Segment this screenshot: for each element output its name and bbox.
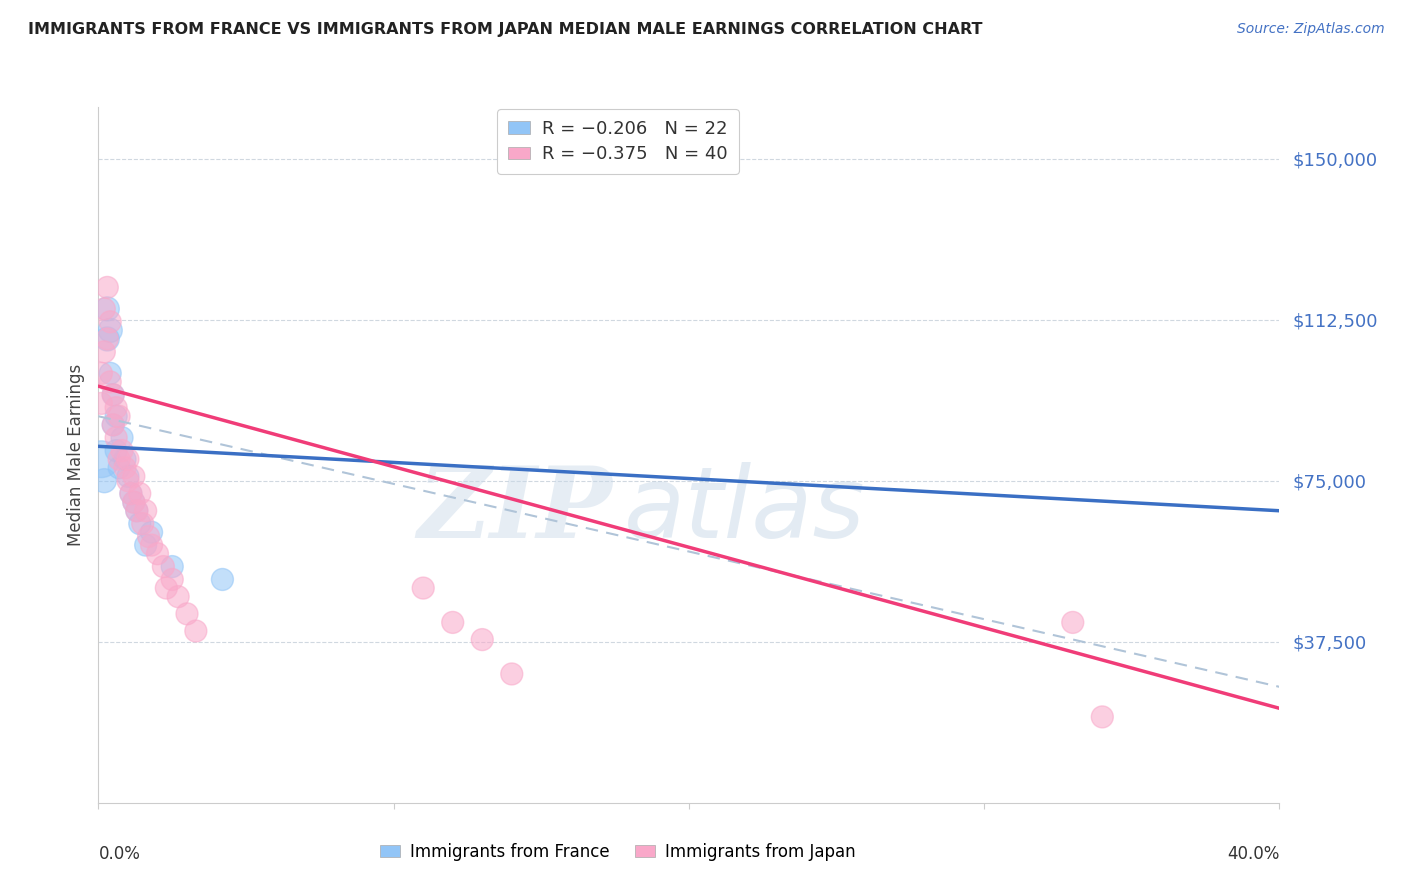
Point (146, 547, 169, 561)
Point (96, 280, 118, 294)
Point (441, 615, 464, 630)
Point (122, 495, 145, 509)
Point (105, 401, 128, 415)
Point (105, 409, 128, 424)
Point (141, 538, 163, 552)
Point (103, 388, 125, 402)
Point (1091, 710, 1114, 724)
Point (162, 559, 183, 574)
Point (122, 469, 145, 483)
Text: Source: ZipAtlas.com: Source: ZipAtlas.com (1237, 22, 1385, 37)
Point (128, 516, 150, 531)
Text: ZIP: ZIP (418, 462, 612, 558)
Point (96, 332, 118, 346)
Point (105, 443, 128, 458)
Point (117, 452, 139, 467)
Point (176, 607, 198, 621)
Point (93, 301, 115, 316)
Point (184, 624, 207, 638)
Point (98, 367, 121, 381)
Legend: Immigrants from France, Immigrants from Japan: Immigrants from France, Immigrants from … (374, 836, 862, 868)
Point (162, 573, 183, 587)
Point (108, 409, 131, 424)
Point (105, 431, 128, 445)
Point (141, 525, 163, 540)
Point (96, 301, 118, 316)
Point (117, 474, 139, 488)
Point (152, 559, 174, 574)
Point (103, 388, 125, 402)
Point (128, 486, 150, 500)
Text: IMMIGRANTS FROM FRANCE VS IMMIGRANTS FROM JAPAN MEDIAN MALE EARNINGS CORRELATION: IMMIGRANTS FROM FRANCE VS IMMIGRANTS FRO… (28, 22, 983, 37)
Point (98, 323, 121, 337)
Point (103, 417, 125, 432)
Point (98, 375, 121, 389)
Point (135, 504, 157, 518)
Point (501, 667, 523, 681)
Y-axis label: Median Male Earnings: Median Male Earnings (66, 364, 84, 546)
Point (98, 315, 121, 329)
Text: 0.0%: 0.0% (98, 845, 141, 863)
Point (90, 367, 112, 381)
Point (132, 516, 155, 531)
Point (471, 632, 494, 647)
Point (114, 452, 136, 467)
Point (117, 469, 139, 483)
Point (111, 443, 134, 458)
Point (125, 504, 148, 518)
Point (120, 486, 142, 500)
Point (155, 581, 177, 595)
Point (114, 460, 136, 475)
Text: atlas: atlas (624, 462, 866, 559)
Point (122, 495, 145, 509)
Point (108, 460, 131, 475)
Point (1062, 615, 1084, 630)
Point (211, 573, 233, 587)
Point (135, 538, 157, 552)
Point (108, 452, 131, 467)
Point (125, 504, 148, 518)
Point (111, 431, 134, 445)
Point (138, 529, 160, 543)
Point (90, 396, 112, 410)
Text: 40.0%: 40.0% (1227, 845, 1279, 863)
Point (167, 590, 190, 604)
Point (90, 452, 112, 467)
Point (103, 417, 125, 432)
Point (93, 344, 115, 359)
Point (96, 332, 118, 346)
Point (412, 581, 434, 595)
Point (93, 474, 115, 488)
Point (120, 486, 142, 500)
